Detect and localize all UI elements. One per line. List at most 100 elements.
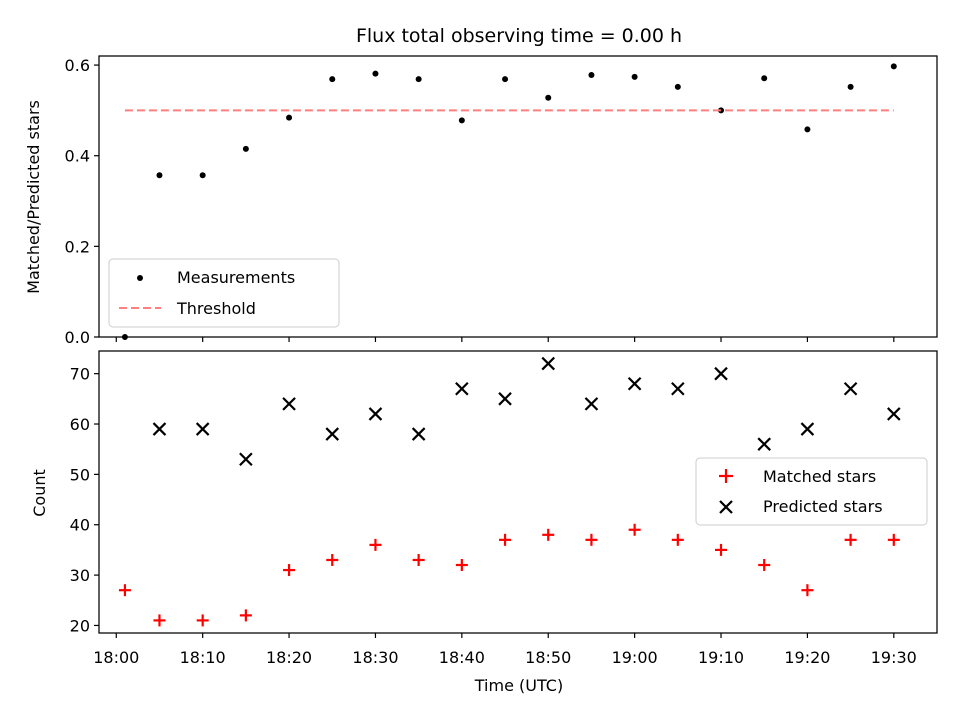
- bottom-chart-x-axis-label: Time (UTC): [474, 676, 563, 695]
- matched-stars-point: [887, 533, 900, 546]
- legend-label-measurements: Measurements: [177, 268, 295, 287]
- bottom-chart-y-axis-label: Count: [30, 469, 49, 517]
- matched-stars-point: [585, 533, 598, 546]
- measurements-point: [286, 114, 293, 121]
- legend-marker-matched-stars: [719, 469, 733, 483]
- bottom-chart-x-axis: 18:00 18:10 18:20 18:30 18:40 18:50 19:00 19:10…: [93, 633, 917, 667]
- legend-marker-predicted-stars: [719, 500, 733, 514]
- y-tick-label: 20: [70, 616, 90, 635]
- bottom-chart-marks: [118, 356, 901, 627]
- top-legend-frame: [108, 258, 340, 328]
- matched-stars-point: [412, 553, 425, 566]
- top-chart-y-axis-label: Matched/Predicted stars: [24, 100, 43, 294]
- predicted-stars-point: [800, 422, 815, 436]
- matched-stars-point: [628, 523, 641, 536]
- matched-stars-point: [758, 559, 771, 572]
- measurements-point: [502, 76, 509, 83]
- measurements-point: [890, 63, 897, 70]
- y-tick-label: 40: [70, 516, 90, 535]
- predicted-stars-point: [584, 397, 599, 411]
- predicted-stars-point: [455, 381, 469, 396]
- y-tick-label: 60: [70, 415, 90, 434]
- top-chart-legend: Measurements Threshold: [108, 258, 340, 328]
- measurements-point: [631, 73, 638, 80]
- predicted-stars-point: [757, 437, 771, 451]
- bottom-chart-legend: Matched stars Predicted stars: [695, 457, 928, 526]
- top-chart-plot-frame: [98, 55, 938, 338]
- matched-stars-point: [118, 584, 131, 597]
- x-tick-label: 18:50: [525, 648, 571, 667]
- measurements-point: [121, 334, 128, 340]
- measurements-point: [156, 172, 163, 179]
- matched-stars-point: [499, 533, 512, 546]
- matched-stars-point: [326, 553, 339, 566]
- measurements-point: [847, 83, 854, 90]
- x-tick-label: 19:30: [871, 648, 917, 667]
- predicted-stars-point: [627, 376, 642, 391]
- measurements-point: [415, 76, 422, 83]
- y-tick-label: 50: [70, 465, 90, 484]
- predicted-stars-point: [671, 381, 685, 396]
- matched-stars-point: [801, 584, 814, 597]
- bottom-chart-plot-frame: [98, 350, 938, 634]
- x-tick-label: 18:40: [439, 648, 485, 667]
- measurements-point: [458, 117, 465, 124]
- measurements-point: [242, 145, 249, 152]
- measurements-point: [761, 75, 768, 82]
- predicted-stars-point: [714, 366, 728, 381]
- top-chart-title: Flux total observing time = 0.00 h: [356, 25, 682, 47]
- measurements-point: [718, 107, 725, 114]
- matched-stars-point: [153, 614, 166, 627]
- predicted-stars-point: [325, 427, 340, 441]
- matched-stars-point: [369, 538, 382, 551]
- y-tick-label: 0.6: [65, 56, 90, 75]
- predicted-stars-point: [411, 427, 426, 441]
- x-tick-label: 19:20: [784, 648, 830, 667]
- measurements-point: [372, 70, 379, 77]
- x-tick-label: 19:10: [698, 648, 744, 667]
- x-tick-label: 18:00: [93, 648, 139, 667]
- y-tick-label: 0.2: [65, 237, 90, 256]
- legend-label-matched-stars: Matched stars: [763, 467, 876, 486]
- x-tick-label: 18:20: [266, 648, 312, 667]
- y-tick-label: 70: [70, 365, 90, 384]
- predicted-stars-point: [239, 452, 253, 467]
- y-tick-label: 0.4: [65, 147, 90, 166]
- matched-stars-point: [542, 528, 555, 541]
- matched-stars-point: [196, 614, 209, 627]
- matched-stars-point: [844, 533, 857, 546]
- bottom-legend-frame: [695, 457, 928, 526]
- measurements-point: [329, 76, 336, 83]
- y-tick-label: 30: [70, 566, 90, 585]
- legend-label-threshold: Threshold: [176, 299, 256, 318]
- matched-stars-point: [239, 609, 252, 622]
- x-tick-label: 18:30: [352, 648, 398, 667]
- matched-stars-point: [671, 533, 684, 546]
- x-tick-label: 18:10: [180, 648, 226, 667]
- y-tick-label: 0.0: [65, 328, 90, 347]
- top-chart-panel: 0.0 0.2 0.4 0.6 Matched/Predicted stars Mea…: [24, 55, 938, 347]
- predicted-stars-point: [368, 407, 383, 421]
- matched-stars-point: [455, 559, 468, 572]
- matched-stars-point: [283, 564, 296, 577]
- predicted-stars-point: [498, 392, 512, 406]
- predicted-stars-point: [152, 422, 167, 436]
- matched-stars-point: [715, 543, 728, 556]
- legend-label-predicted-stars: Predicted stars: [763, 497, 883, 516]
- measurements-point: [674, 83, 681, 90]
- predicted-stars-point: [195, 422, 210, 436]
- predicted-stars-point: [843, 381, 858, 396]
- top-chart-y-axis: 0.0 0.2 0.4 0.6: [65, 56, 99, 347]
- top-chart-x-axis: [115, 337, 895, 342]
- legend-marker-measurements: [137, 275, 143, 281]
- measurements-point: [545, 94, 552, 101]
- bottom-chart-y-axis: 20 30 40 50 60 70: [70, 365, 99, 635]
- measurements-point: [588, 72, 595, 79]
- predicted-stars-point: [541, 356, 556, 371]
- x-tick-label: 19:00: [612, 648, 658, 667]
- predicted-stars-point: [887, 407, 901, 421]
- predicted-stars-point: [282, 397, 296, 411]
